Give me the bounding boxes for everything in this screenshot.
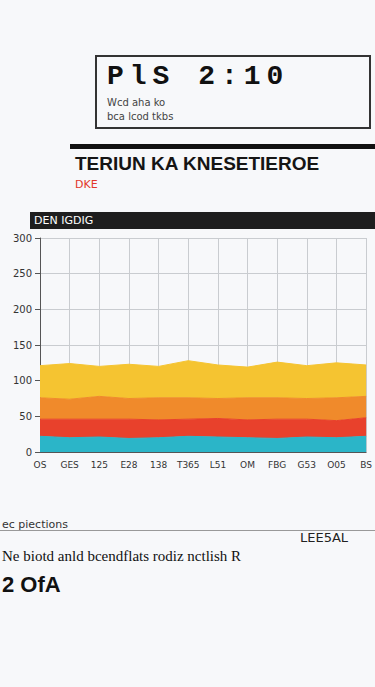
svg-text:G53: G53 xyxy=(298,460,316,470)
svg-text:GES: GES xyxy=(60,460,79,470)
html-text:Ne biotd anld bcendflats rodiz: Ne biotd anld bcendflats rodiz nctlish R xyxy=(2,548,242,564)
svg-text:BS: BS xyxy=(360,460,372,470)
html-text:TERIUN KA KNESETIEROE: TERIUN KA KNESETIEROE xyxy=(75,153,320,174)
svg-text:E28: E28 xyxy=(120,460,137,470)
html-text:2 OfA: 2 OfA xyxy=(2,572,61,597)
svg-text:300: 300 xyxy=(13,233,32,244)
svg-text:O05: O05 xyxy=(327,460,346,470)
html-text:DEN IGDIG: DEN IGDIG xyxy=(34,214,94,227)
html-text:PlS 2:10: PlS 2:10 xyxy=(107,61,290,92)
html-text:bca lcod tkbs: bca lcod tkbs xyxy=(107,111,174,122)
svg-text:138: 138 xyxy=(150,460,167,470)
svg-text:125: 125 xyxy=(91,460,108,470)
svg-text:50: 50 xyxy=(19,411,32,422)
svg-text:200: 200 xyxy=(13,304,32,315)
svg-text:OS: OS xyxy=(34,460,47,470)
svg-text:250: 250 xyxy=(13,268,32,279)
svg-text:OM: OM xyxy=(240,460,255,470)
svg-text:150: 150 xyxy=(13,340,32,351)
svg-text:FBG: FBG xyxy=(268,460,286,470)
svg-text:L51: L51 xyxy=(210,460,226,470)
html-text:ec piections: ec piections xyxy=(2,518,68,531)
svg-text:T365: T365 xyxy=(176,460,200,470)
svg-text:0: 0 xyxy=(26,447,32,458)
html-text:Wcd aha ko: Wcd aha ko xyxy=(107,97,166,108)
html-text:DKE: DKE xyxy=(75,178,98,191)
svg-text:100: 100 xyxy=(13,375,32,386)
html-text:LEE5AL: LEE5AL xyxy=(300,530,349,545)
